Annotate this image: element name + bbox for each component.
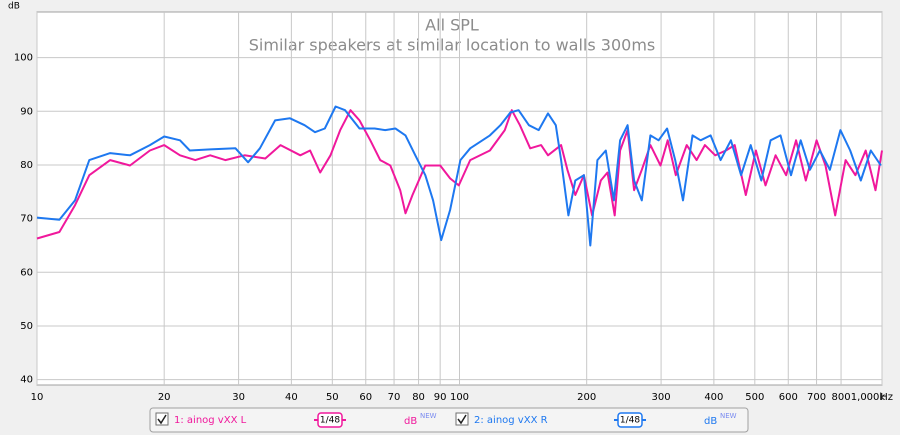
x-tick-label: 50	[326, 392, 339, 403]
x-axis-unit: Hz	[880, 392, 893, 403]
legend-unit: dB	[404, 416, 417, 427]
legend-checkbox[interactable]	[155, 412, 169, 426]
legend	[149, 407, 749, 433]
chart-subtitle: Similar speakers at similar location to …	[249, 36, 656, 55]
legend-smoothing: 1/48	[320, 416, 340, 426]
y-axis-label: dB	[8, 2, 20, 12]
legend-badge: NEW	[720, 412, 737, 420]
x-tick-label: 90	[434, 392, 447, 403]
legend-item: 2: ainog vXX R 1/48 dB NEW	[455, 412, 737, 428]
x-tick-label: 10	[31, 392, 44, 403]
y-tick-label: 80	[20, 160, 33, 171]
x-tick-label: 400	[704, 392, 723, 403]
chart-title: All SPL	[425, 16, 479, 35]
legend-checkbox[interactable]	[455, 412, 469, 426]
y-tick-label: 90	[20, 106, 33, 117]
x-tick-label: 30	[232, 392, 245, 403]
x-tick-label: 800	[832, 392, 851, 403]
legend-smoothing-box[interactable]	[317, 412, 343, 428]
legend-unit: dB	[704, 416, 717, 427]
x-tick-label: 80	[412, 392, 425, 403]
x-tick-label: 20	[158, 392, 171, 403]
x-tick-label: 300	[652, 392, 671, 403]
x-tick-label: 200	[577, 392, 596, 403]
y-tick-label: 100	[14, 53, 33, 64]
legend-badge: NEW	[420, 412, 437, 420]
legend-check	[157, 414, 167, 425]
series-line	[36, 109, 883, 240]
x-tick-label: 1,000k	[851, 392, 886, 403]
y-tick-label: 40	[20, 375, 33, 386]
legend-smoothing-box[interactable]	[617, 412, 643, 428]
y-tick-label: 70	[20, 214, 33, 225]
legend-label: 1: ainog vXX L	[174, 415, 247, 426]
y-tick-label: 50	[20, 321, 33, 332]
legend-item: 1: ainog vXX L 1/48 dB NEW	[155, 412, 437, 428]
x-tick-label: 100	[450, 392, 469, 403]
x-tick-label: 500	[745, 392, 764, 403]
x-tick-label: 700	[807, 392, 826, 403]
x-tick-label: 60	[359, 392, 372, 403]
x-tick-label: 40	[285, 392, 298, 403]
y-tick-label: 60	[20, 267, 33, 278]
x-tick-label: 600	[779, 392, 798, 403]
legend-smoothing: 1/48	[620, 416, 640, 426]
series-line	[36, 105, 882, 247]
legend-check	[457, 414, 467, 425]
legend-label: 2: ainog vXX R	[474, 415, 548, 426]
x-tick-label: 70	[388, 392, 401, 403]
